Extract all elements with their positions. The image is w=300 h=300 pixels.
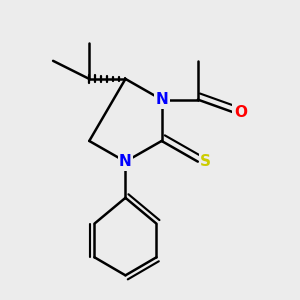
Text: O: O bbox=[234, 105, 247, 120]
Text: S: S bbox=[200, 154, 211, 169]
Text: N: N bbox=[119, 154, 132, 169]
Text: N: N bbox=[155, 92, 168, 107]
